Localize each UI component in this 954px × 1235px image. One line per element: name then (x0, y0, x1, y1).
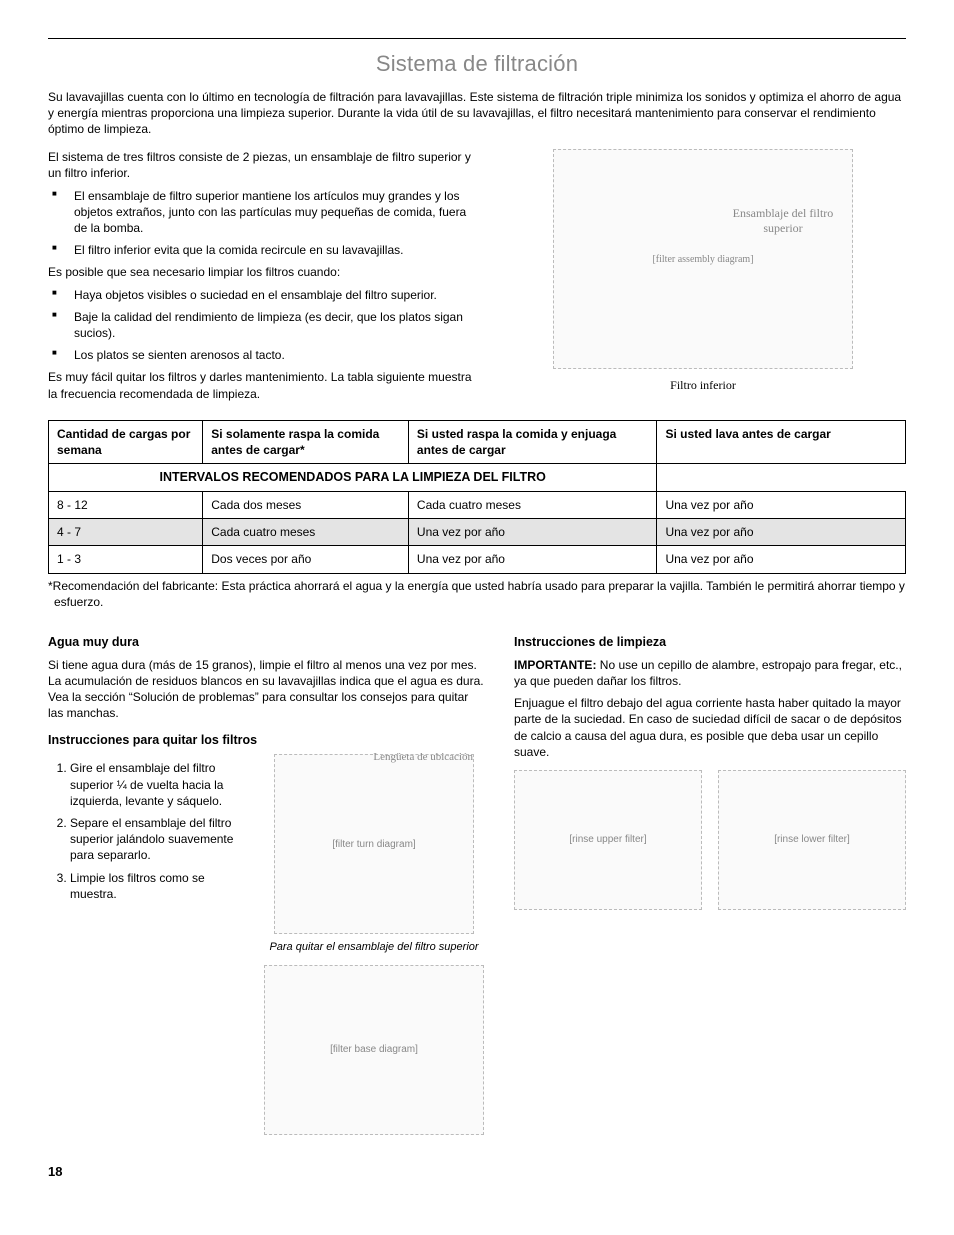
upper-columns: El sistema de tres filtros consiste de 2… (48, 149, 906, 407)
table-footnote: *Recomendación del fabricante: Esta prác… (48, 578, 906, 610)
list-item: Haya objetos visibles o suciedad en el e… (74, 287, 478, 303)
removal-steps-list: Gire el ensamblaje del filtro superior ¼… (48, 760, 248, 902)
table-cell: 8 - 12 (49, 491, 203, 518)
list-item: Baje la calidad del rendimiento de limpi… (74, 309, 478, 341)
table-cell: 4 - 7 (49, 519, 203, 546)
faucet-rinse-upper-icon: [rinse upper filter] (514, 770, 702, 910)
table-row: 4 - 7 Cada cuatro meses Una vez por año … (49, 519, 906, 546)
removal-steps-row: Gire el ensamblaje del filtro superior ¼… (48, 754, 484, 1135)
feature-list: El ensamblaje de filtro superior mantien… (48, 188, 478, 259)
table-cell: Cada dos meses (203, 491, 409, 518)
upper-left-column: El sistema de tres filtros consiste de 2… (48, 149, 478, 407)
list-item: El filtro inferior evita que la comida r… (74, 242, 478, 258)
step-item: Gire el ensamblaje del filtro superior ¼… (70, 760, 248, 809)
list-item: El ensamblaje de filtro superior mantien… (74, 188, 478, 237)
table-cell: Cada cuatro meses (408, 491, 657, 518)
top-rule (48, 38, 906, 39)
removal-figure-wrap: Lengüeta de ubicación [filter turn diagr… (264, 754, 484, 1135)
table-header: Cantidad de cargas por semana (49, 420, 203, 463)
lower-left-column: Agua muy dura Si tiene agua dura (más de… (48, 624, 484, 1135)
important-label: IMPORTANTE: (514, 658, 596, 672)
figure-placeholder-label: [filter turn diagram] (332, 838, 415, 852)
step-item: Separe el ensamblaje del filtro superior… (70, 815, 248, 864)
table-cell: Una vez por año (408, 519, 657, 546)
cleaning-heading: Instrucciones de limpieza (514, 634, 906, 651)
table-cell: Dos veces por año (203, 546, 409, 573)
removal-heading: Instrucciones para quitar los filtros (48, 732, 484, 749)
table-cell: Una vez por año (657, 546, 906, 573)
figure-placeholder-label: [rinse lower filter] (774, 833, 850, 847)
upper-right-column: [filter assembly diagram] Ensamblaje del… (500, 149, 906, 407)
hardwater-heading: Agua muy dura (48, 634, 484, 651)
table-header: Si usted raspa la comida y enjuaga antes… (408, 420, 657, 463)
easy-text: Es muy fácil quitar los filtros y darles… (48, 369, 478, 401)
upper-filter-label: Ensamblaje del filtro superior (714, 206, 852, 235)
table-title-blank (657, 464, 906, 492)
table-body: 8 - 12 Cada dos meses Cada cuatro meses … (49, 491, 906, 573)
page-title: Sistema de filtración (48, 49, 906, 79)
lower-right-column: Instrucciones de limpieza IMPORTANTE: No… (514, 624, 906, 1135)
cleaning-body: Enjuague el filtro debajo del agua corri… (514, 695, 906, 760)
cleaning-important: IMPORTANTE: No use un cepillo de alambre… (514, 657, 906, 689)
table-cell: Una vez por año (657, 491, 906, 518)
cleaning-interval-table: INTERVALOS RECOMENDADOS PARA LA LIMPIEZA… (48, 420, 906, 574)
table-row: 8 - 12 Cada dos meses Cada cuatro meses … (49, 491, 906, 518)
table-cell: Una vez por año (657, 519, 906, 546)
hardwater-body: Si tiene agua dura (más de 15 granos), l… (48, 657, 484, 722)
condition-list: Haya objetos visibles o suciedad en el e… (48, 287, 478, 364)
figure-placeholder-label: [filter assembly diagram] (652, 253, 753, 267)
page-number: 18 (48, 1163, 906, 1181)
removal-figure-caption: Para quitar el ensamblaje del filtro sup… (264, 940, 484, 955)
locator-tab-label: Lengüeta de ubicación (373, 751, 473, 763)
removal-steps-text: Gire el ensamblaje del filtro superior ¼… (48, 754, 248, 908)
lower-filter-label: Filtro inferior (670, 377, 736, 393)
table-title: INTERVALOS RECOMENDADOS PARA LA LIMPIEZA… (49, 464, 657, 492)
filter-removal-icon: Lengüeta de ubicación [filter turn diagr… (274, 754, 474, 934)
step-item: Limpie los filtros como se muestra. (70, 870, 248, 902)
table-row: 1 - 3 Dos veces por año Una vez por año … (49, 546, 906, 573)
table-header: Si solamente raspa la comida antes de ca… (203, 420, 409, 463)
intro-paragraph: Su lavavajillas cuenta con lo último en … (48, 89, 906, 138)
table-cell: Cada cuatro meses (203, 519, 409, 546)
list-item: Los platos se sienten arenosos al tacto. (74, 347, 478, 363)
system-description: El sistema de tres filtros consiste de 2… (48, 149, 478, 181)
table-cell: 1 - 3 (49, 546, 203, 573)
cleaning-figures: [rinse upper filter] [rinse lower filter… (514, 770, 906, 910)
filter-base-icon: [filter base diagram] (264, 965, 484, 1135)
table-cell: Una vez por año (408, 546, 657, 573)
lower-columns: Agua muy dura Si tiene agua dura (más de… (48, 624, 906, 1135)
may-need-text: Es posible que sea necesario limpiar los… (48, 264, 478, 280)
figure-placeholder-label: [filter base diagram] (330, 1043, 418, 1057)
filter-diagram-icon: [filter assembly diagram] Ensamblaje del… (553, 149, 853, 369)
filter-assembly-figure: [filter assembly diagram] Ensamblaje del… (500, 149, 906, 393)
faucet-rinse-lower-icon: [rinse lower filter] (718, 770, 906, 910)
table-header: Si usted lava antes de cargar (657, 420, 906, 463)
figure-placeholder-label: [rinse upper filter] (569, 833, 646, 847)
